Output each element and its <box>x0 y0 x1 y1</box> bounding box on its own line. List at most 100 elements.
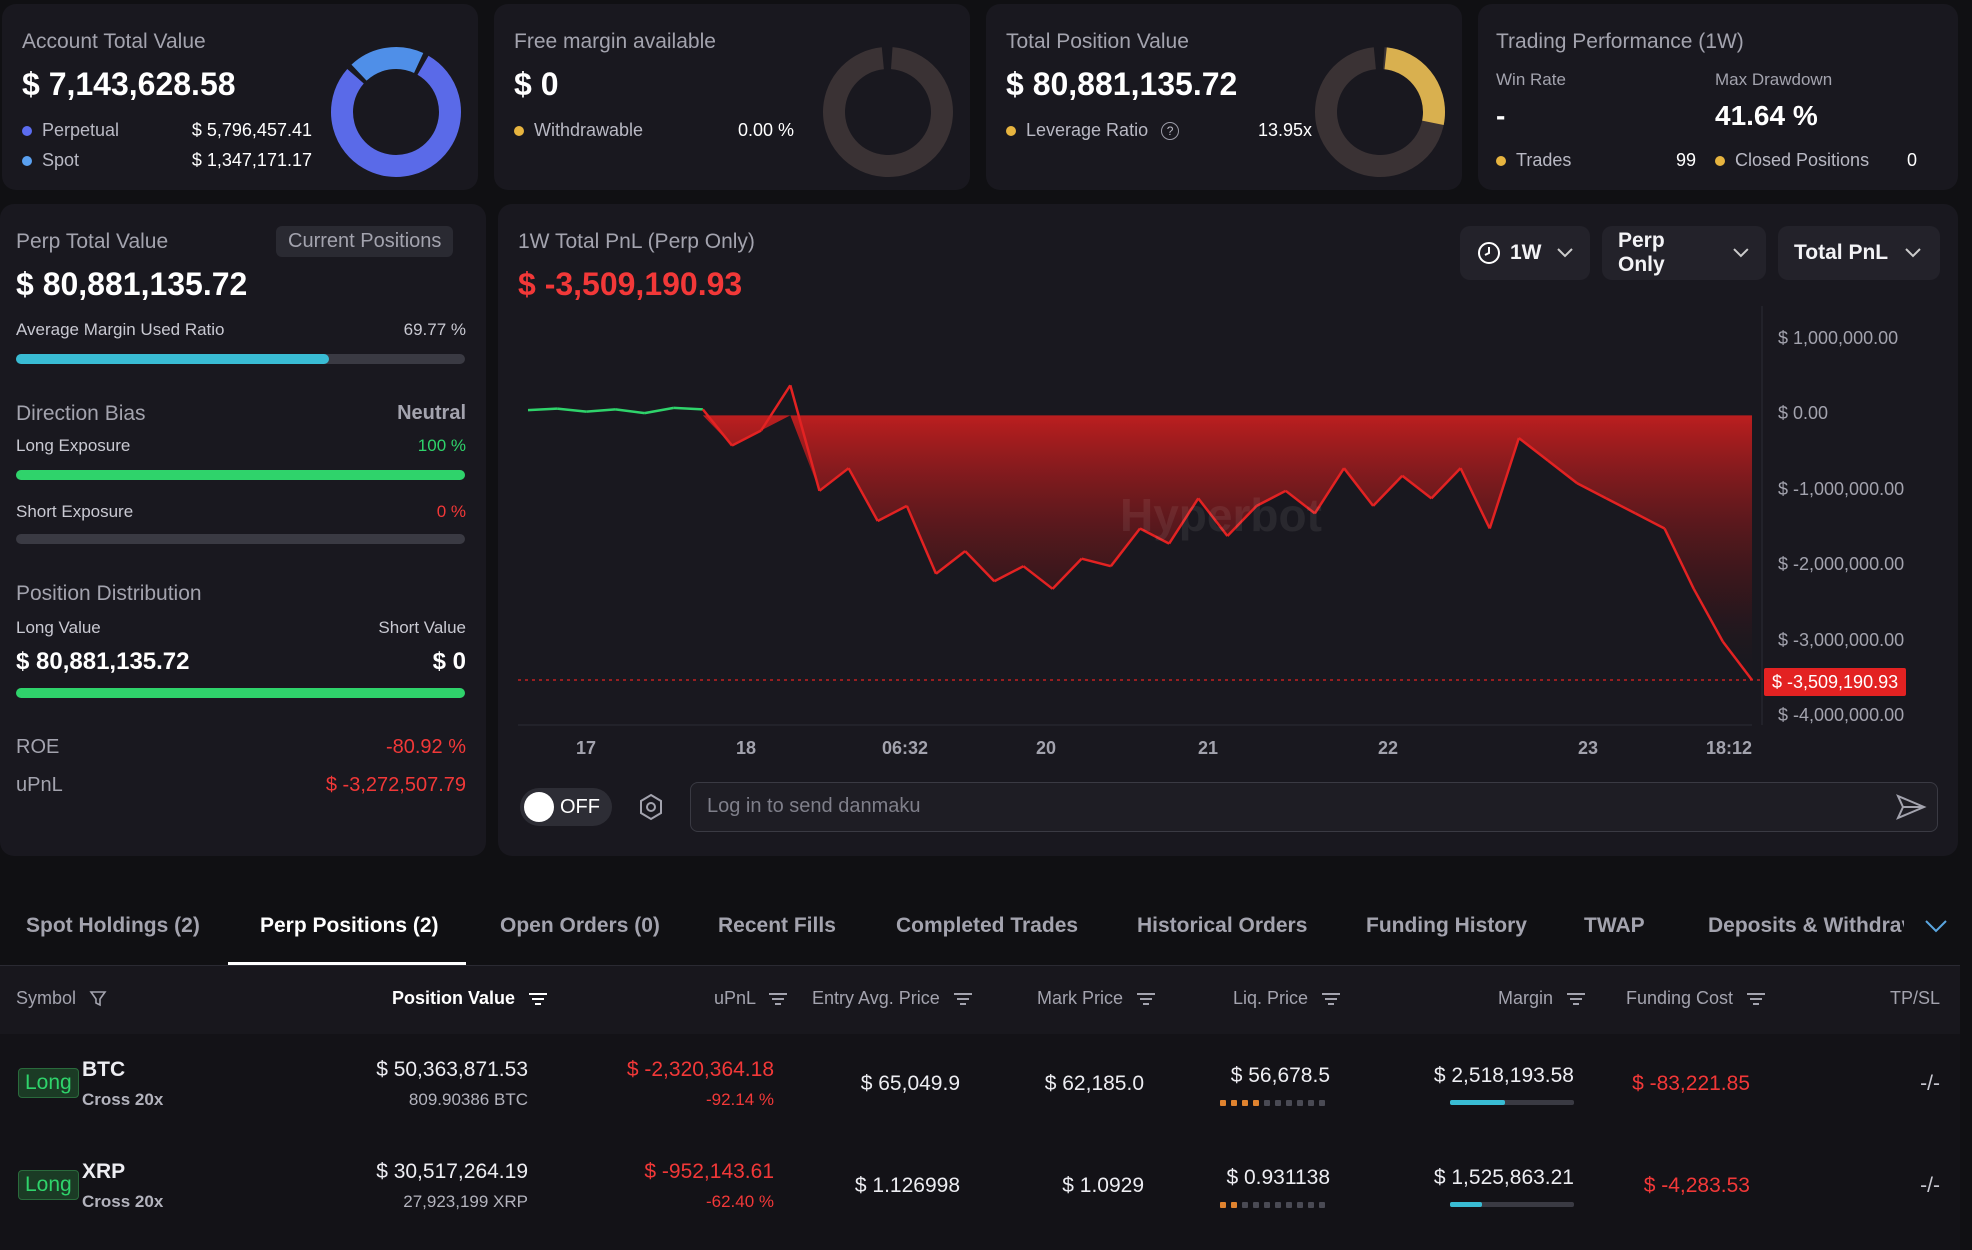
pnl-line-segment <box>1226 505 1258 537</box>
pnl-line-segment <box>1372 474 1404 507</box>
pnl-chart-title: 1W Total PnL (Perp Only) <box>518 230 755 253</box>
x-tick-label: 20 <box>1036 738 1057 758</box>
mark-price: $ 1.0929 <box>1062 1174 1144 1197</box>
risk-dot <box>1275 1100 1281 1106</box>
sort-icon[interactable] <box>768 992 788 1006</box>
sort-icon[interactable] <box>1746 992 1766 1006</box>
position-value: $ 50,363,871.53 <box>376 1058 528 1081</box>
table-header-bg <box>0 966 1960 1034</box>
liq-risk-meter <box>1220 1202 1330 1208</box>
metric-dropdown[interactable]: Total PnL <box>1778 226 1940 280</box>
col-margin[interactable]: Margin <box>1498 988 1586 1009</box>
tab-funding-history[interactable]: Funding History <box>1366 914 1527 937</box>
pnl-line-segment <box>847 467 879 522</box>
perp-total-value: $ 80,881,135.72 <box>16 266 248 302</box>
col-liq-price[interactable]: Liq. Price <box>1233 988 1341 1009</box>
margin-mode: Cross 20x <box>82 1192 164 1211</box>
pnl-line-segment <box>789 384 821 492</box>
col-mark-price[interactable]: Mark Price <box>1037 988 1156 1009</box>
pnl-line-segment <box>701 408 733 447</box>
pnl-line-segment <box>877 504 908 523</box>
tab-completed-trades[interactable]: Completed Trades <box>896 914 1079 937</box>
y-tick-label: $ -2,000,000.00 <box>1778 554 1905 575</box>
sort-icon[interactable] <box>528 992 548 1006</box>
pnl-line-segment <box>1022 565 1054 590</box>
table-row[interactable]: Long BTC Cross 20x $ 50,363,871.53 809.9… <box>0 1034 1960 1134</box>
y-tick-label: $ -4,000,000.00 <box>1778 705 1905 725</box>
risk-dot <box>1231 1100 1237 1106</box>
max-drawdown-value: 41.64 % <box>1715 100 1818 131</box>
pnl-line-segment <box>673 406 703 411</box>
pnl-line-segment <box>964 550 996 583</box>
pnl-line-segment <box>1518 437 1549 462</box>
timeframe-dropdown[interactable]: 1W <box>1460 226 1590 280</box>
tab-historical-orders[interactable]: Historical Orders <box>1137 914 1308 937</box>
help-icon[interactable]: ? <box>1161 122 1180 141</box>
risk-dot <box>1253 1202 1259 1208</box>
pnl-line-segment <box>905 505 938 575</box>
pnl-line-segment <box>1109 527 1141 567</box>
total-position-card: Total Position Value $ 80,881,135.72 Lev… <box>986 4 1462 190</box>
table-row[interactable]: Long XRP Cross 20x $ 30,517,264.19 27,92… <box>0 1136 1960 1236</box>
sort-icon[interactable] <box>1136 992 1156 1006</box>
col-position-value[interactable]: Position Value <box>392 988 548 1009</box>
long-value-amount: $ 80,881,135.72 <box>16 648 190 675</box>
position-distribution-label: Position Distribution <box>16 582 202 605</box>
col-upnl[interactable]: uPnL <box>714 988 788 1009</box>
scope-dropdown[interactable]: Perp Only <box>1602 226 1766 280</box>
side-badge: Long <box>18 1068 79 1098</box>
symbol[interactable]: XRP <box>82 1160 126 1183</box>
withdrawable-row: Withdrawable 0.00 % <box>514 120 794 141</box>
sort-icon[interactable] <box>1321 992 1341 1006</box>
risk-dot <box>1308 1202 1314 1208</box>
danmaku-input[interactable]: Log in to send danmaku <box>690 782 1938 832</box>
tpsl[interactable]: -/- <box>1920 1072 1940 1095</box>
position-size: 809.90386 BTC <box>408 1090 528 1109</box>
tab-perp-positions[interactable]: Perp Positions (2) <box>260 914 439 937</box>
tab-twap[interactable]: TWAP <box>1584 914 1645 937</box>
clock-icon <box>1478 242 1500 264</box>
risk-dot <box>1220 1100 1226 1106</box>
free-margin-card: Free margin available $ 0 Withdrawable 0… <box>494 4 970 190</box>
send-icon[interactable] <box>1895 791 1927 823</box>
pnl-line-chart <box>518 306 1763 726</box>
risk-dot <box>1275 1202 1281 1208</box>
total-position-label: Total Position Value <box>1006 30 1189 53</box>
tab-recent-fills[interactable]: Recent Fills <box>718 914 836 937</box>
entry-price: $ 1.126998 <box>854 1174 960 1197</box>
col-funding-cost[interactable]: Funding Cost <box>1626 988 1766 1009</box>
pnl-line-segment <box>586 408 616 413</box>
sort-icon[interactable] <box>953 992 973 1006</box>
current-positions-tab[interactable]: Current Positions <box>276 226 454 257</box>
tab-open-orders[interactable]: Open Orders (0) <box>500 914 660 937</box>
x-tick-label: 23 <box>1578 738 1599 758</box>
risk-dot <box>1264 1100 1270 1106</box>
pnl-line-segment <box>935 550 966 575</box>
pnl-line-segment <box>1051 557 1083 590</box>
liq-price: $ 56,678.5 <box>1230 1064 1330 1087</box>
col-symbol[interactable]: Symbol <box>16 988 107 1009</box>
x-tick-label: 22 <box>1378 738 1399 758</box>
upnl: $ -2,320,364.18 <box>626 1058 774 1081</box>
account-row-perpetual: Perpetual $ 5,796,457.41 <box>22 120 312 141</box>
account-row-spot: Spot $ 1,347,171.17 <box>22 150 312 171</box>
tpsl[interactable]: -/- <box>1920 1174 1940 1197</box>
risk-dot <box>1286 1100 1292 1106</box>
sort-icon[interactable] <box>1566 992 1586 1006</box>
risk-dot <box>1319 1202 1325 1208</box>
risk-dot <box>1308 1100 1314 1106</box>
trades-row: Trades 99 <box>1496 150 1696 171</box>
symbol[interactable]: BTC <box>82 1058 126 1081</box>
risk-dot <box>1220 1202 1226 1208</box>
settings-icon[interactable] <box>636 792 666 822</box>
liq-price: $ 0.931138 <box>1226 1166 1330 1189</box>
max-drawdown-label: Max Drawdown <box>1715 70 1833 89</box>
filter-icon[interactable] <box>89 990 107 1008</box>
tab-spot-holdings[interactable]: Spot Holdings (2) <box>26 914 200 937</box>
pnl-line-segment <box>818 467 850 492</box>
danmaku-toggle[interactable]: OFF <box>520 788 612 826</box>
side-badge: Long <box>18 1170 79 1200</box>
tabs-expand-chevron-icon[interactable] <box>1924 918 1948 934</box>
tab-deposits-withdrawals[interactable]: Deposits & Withdrav <box>1708 914 1904 937</box>
col-entry-price[interactable]: Entry Avg. Price <box>812 988 973 1009</box>
